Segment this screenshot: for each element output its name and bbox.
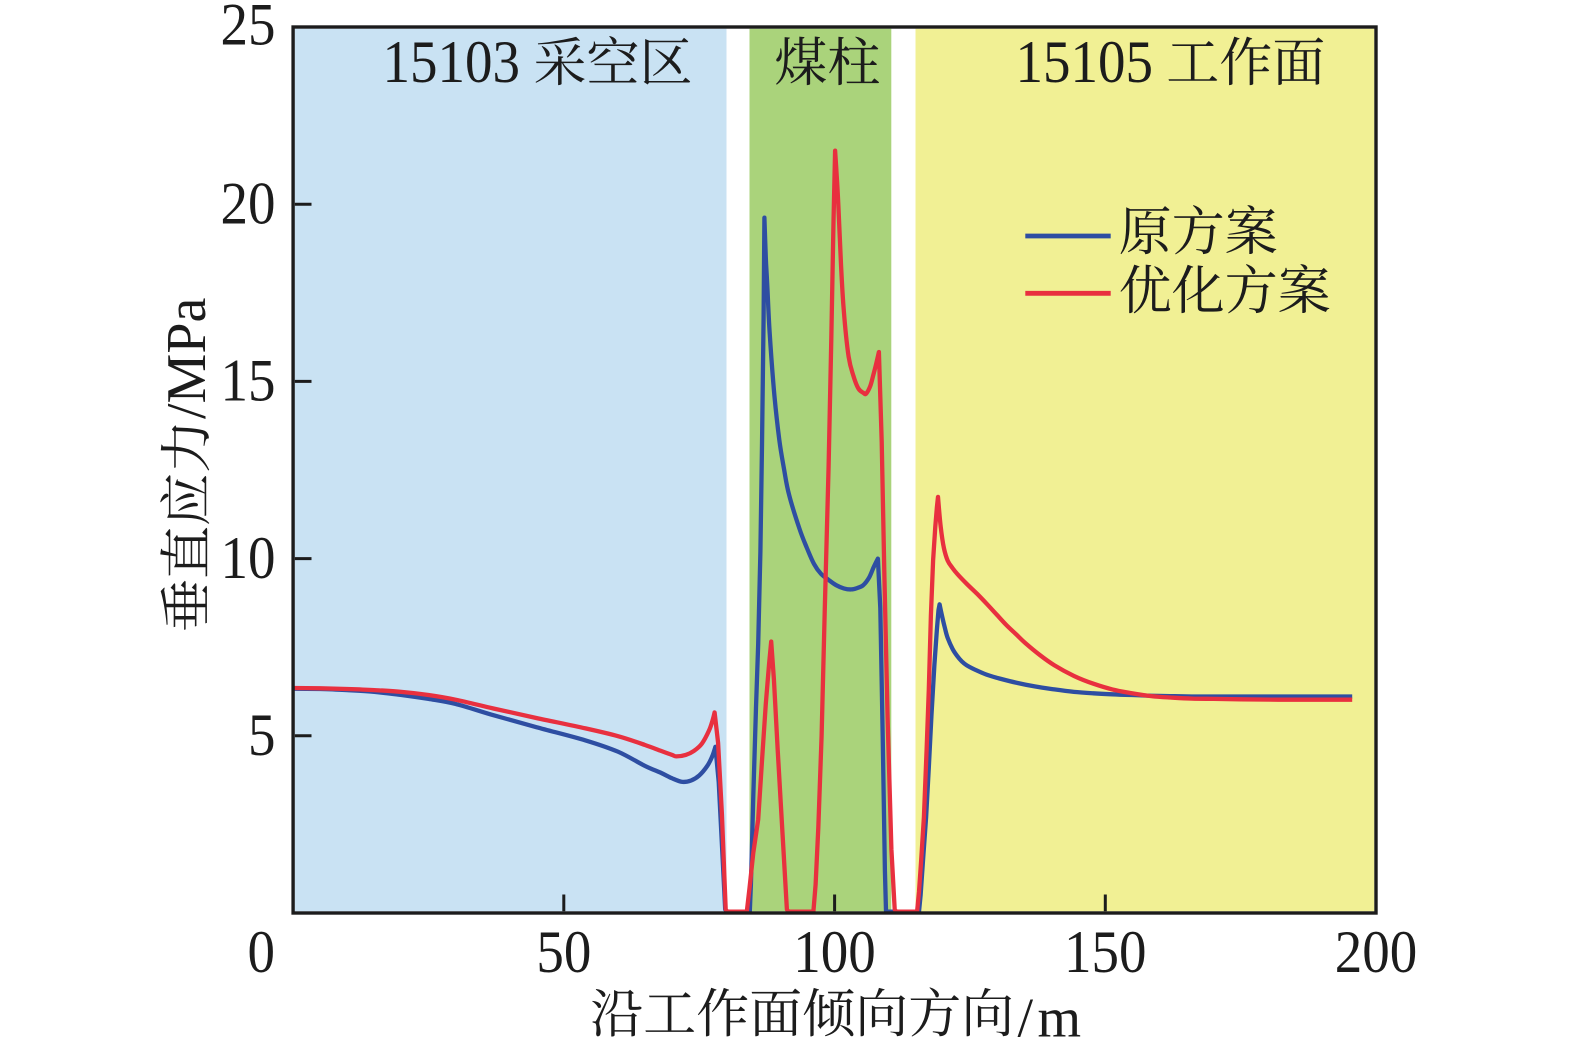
svg-text:25: 25	[221, 0, 276, 58]
svg-text:15: 15	[221, 349, 276, 415]
svg-text:100: 100	[793, 920, 875, 986]
svg-text:0: 0	[248, 920, 275, 986]
svg-text:m: m	[1038, 988, 1082, 1050]
svg-text:20: 20	[221, 171, 276, 237]
svg-text:15105: 15105	[1016, 30, 1153, 96]
svg-text:15103: 15103	[383, 30, 520, 96]
svg-text:/: /	[1018, 988, 1034, 1050]
svg-text:50: 50	[536, 920, 591, 986]
svg-text:10: 10	[221, 526, 276, 592]
svg-text:150: 150	[1064, 920, 1146, 986]
svg-text:5: 5	[248, 703, 275, 769]
svg-text:/MPa: /MPa	[156, 298, 218, 419]
svg-text:200: 200	[1335, 920, 1417, 986]
